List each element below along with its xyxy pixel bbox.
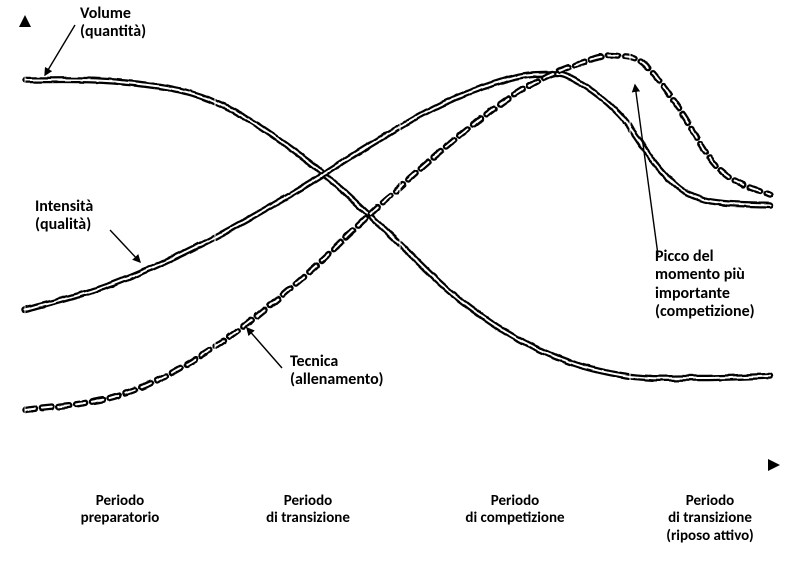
label-peak: Picco del momento più importante (compet… [655, 248, 755, 322]
period-label-0: Periodo preparatorio [30, 493, 210, 528]
period-label-3: Periodo di transizione (riposo attivo) [635, 493, 785, 545]
label-technique: Tecnica (allenamento) [290, 353, 384, 390]
label-volume: Volume (quantità) [80, 5, 146, 42]
period-label-2: Periodo di competizione [415, 493, 615, 528]
period-label-1: Periodo di transizione [223, 493, 393, 528]
training-periodization-chart: Volume (quantità) Intensità (qualità) Tecn… [0, 0, 789, 573]
label-intensity: Intensità (qualità) [35, 198, 93, 235]
